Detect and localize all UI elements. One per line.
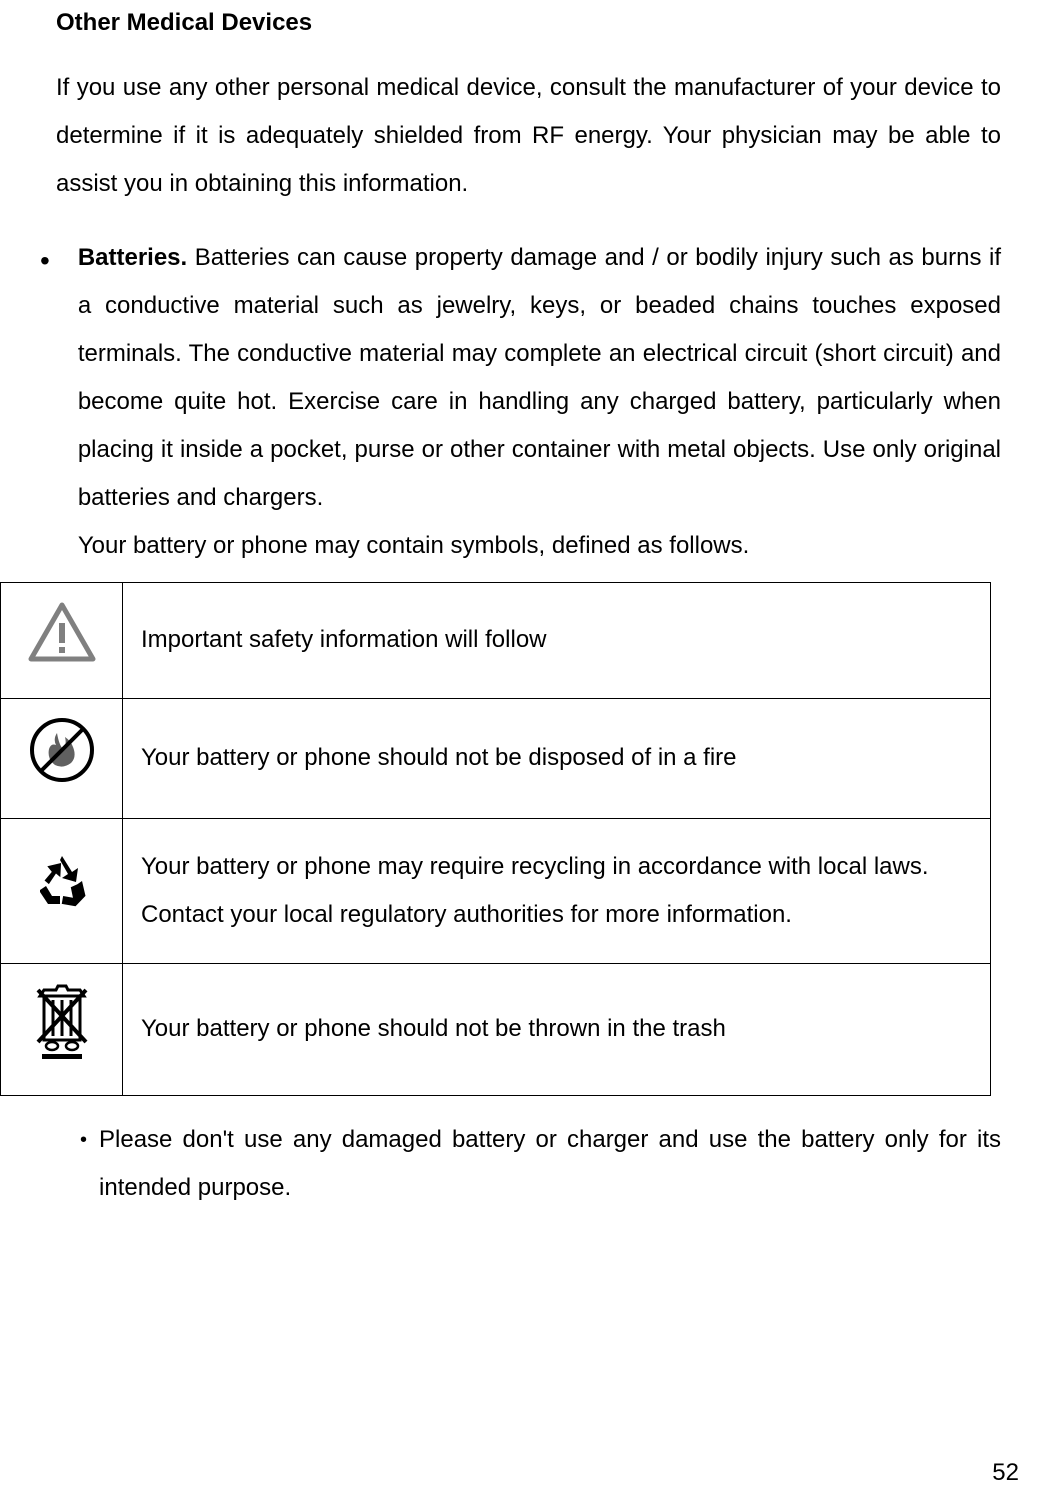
symbol-description: Your battery or phone may require recycl… bbox=[123, 818, 991, 963]
recycle-icon bbox=[30, 850, 94, 914]
sub-bullet-damaged-battery: • Please don't use any damaged battery o… bbox=[80, 1116, 1001, 1212]
sub-bullet-marker: • bbox=[80, 1116, 87, 1212]
no-fire-icon bbox=[29, 717, 95, 783]
batteries-body: Batteries can cause property damage and … bbox=[78, 244, 1001, 511]
symbol-description: Your battery or phone should not be disp… bbox=[123, 698, 991, 818]
section-heading: Other Medical Devices bbox=[56, 0, 1001, 46]
batteries-lead: Batteries. bbox=[78, 244, 187, 271]
warning-icon bbox=[27, 601, 97, 663]
bullet-marker: • bbox=[40, 234, 50, 582]
sub-bullet-text: Please don't use any damaged battery or … bbox=[99, 1116, 1001, 1212]
symbols-table: Important safety information will follow… bbox=[0, 582, 991, 1096]
bullet-batteries: • Batteries. Batteries can cause propert… bbox=[40, 234, 1001, 582]
symbol-description: Your battery or phone should not be thro… bbox=[123, 963, 991, 1095]
symbol-description: Important safety information will follow bbox=[123, 582, 991, 698]
table-row: Your battery or phone should not be thro… bbox=[1, 963, 991, 1095]
table-row: Important safety information will follow bbox=[1, 582, 991, 698]
bullet-body: Batteries. Batteries can cause property … bbox=[78, 234, 1001, 582]
symbols-intro: Your battery or phone may contain symbol… bbox=[78, 522, 1001, 570]
icon-cell-warning bbox=[1, 582, 123, 698]
icon-cell-no-fire bbox=[1, 698, 123, 818]
icon-cell-no-trash bbox=[1, 963, 123, 1095]
table-row: Your battery or phone may require recycl… bbox=[1, 818, 991, 963]
no-trash-icon bbox=[30, 982, 94, 1060]
icon-cell-recycle bbox=[1, 818, 123, 963]
page-number: 52 bbox=[992, 1450, 1019, 1496]
paragraph-medical-devices: If you use any other personal medical de… bbox=[56, 64, 1001, 208]
table-row: Your battery or phone should not be disp… bbox=[1, 698, 991, 818]
